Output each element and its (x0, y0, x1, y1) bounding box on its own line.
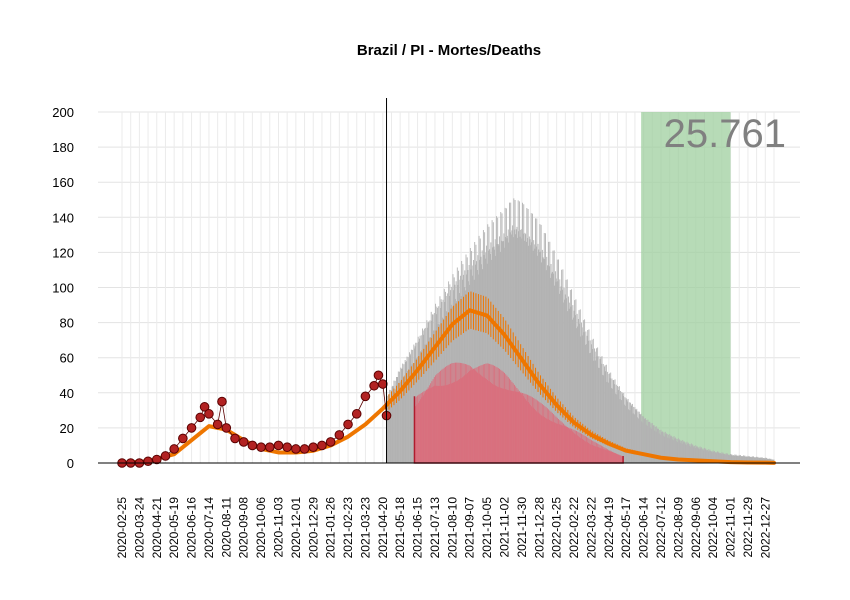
total-annotation: 25.761 (664, 112, 786, 156)
x-tick-label: 2022-07-12 (654, 497, 668, 559)
x-tick-label: 2022-05-17 (619, 497, 633, 559)
y-tick-label: 160 (52, 175, 74, 190)
x-tick-label: 2022-10-04 (706, 497, 720, 559)
x-tick-label: 2022-12-27 (758, 497, 772, 559)
x-tick-label: 2021-12-28 (532, 497, 546, 559)
observed-point (351, 409, 362, 419)
x-axis-ticks: 2020-02-25 2020-03-24 2020-04-21 2020-05-19… (115, 497, 772, 559)
y-tick-label: 40 (60, 386, 74, 401)
x-tick-label: 2020-04-21 (150, 497, 164, 559)
x-tick-label: 2022-11-29 (741, 497, 755, 558)
x-tick-label: 2021-10-05 (480, 497, 494, 559)
observed-point (308, 442, 319, 453)
observed-point (317, 440, 327, 451)
x-tick-label: 2020-05-19 (167, 497, 181, 559)
y-tick-label: 140 (52, 210, 74, 225)
observed-point (204, 409, 214, 419)
x-tick-label: 2021-05-18 (393, 497, 407, 559)
x-tick-label: 2020-11-03 (271, 497, 285, 558)
observed-point (230, 433, 240, 444)
x-tick-label: 2021-02-23 (341, 497, 355, 559)
y-tick-label: 80 (60, 316, 74, 331)
observed-point (186, 423, 197, 433)
x-tick-label: 2022-09-06 (689, 497, 703, 559)
lower-band (413, 362, 624, 464)
x-tick-label: 2021-08-10 (445, 497, 459, 559)
x-tick-label: 2021-06-15 (411, 497, 425, 559)
observed-point (195, 412, 206, 423)
x-tick-label: 2020-02-25 (115, 497, 129, 559)
observed-points (117, 370, 392, 468)
y-tick-label: 200 (52, 105, 74, 120)
chart-title: Brazil / PI - Mortes/Deaths (357, 42, 541, 59)
y-tick-label: 120 (52, 245, 74, 260)
y-tick-label: 100 (52, 281, 74, 296)
y-axis-ticks: 0 20 40 60 80 100 120 140 160 180 200 (52, 105, 74, 471)
y-tick-label: 60 (60, 351, 74, 366)
observed-point (169, 444, 179, 454)
y-tick-label: 0 (67, 456, 74, 471)
x-tick-label: 2022-04-19 (602, 497, 616, 559)
observed-point (199, 402, 210, 412)
observed-point (373, 370, 384, 381)
observed-point (360, 391, 371, 402)
observed-point (369, 380, 379, 391)
x-tick-label: 2020-03-24 (132, 497, 146, 559)
observed-point (217, 396, 227, 407)
axes (98, 98, 800, 464)
observed-point (238, 437, 249, 447)
x-tick-label: 2021-03-23 (358, 497, 372, 559)
observed-point (178, 433, 188, 444)
observed-point (212, 419, 223, 430)
x-tick-label: 2020-12-29 (306, 497, 320, 559)
observed-point (282, 442, 292, 453)
x-tick-label: 2020-10-06 (254, 497, 268, 559)
x-tick-label: 2020-07-14 (202, 497, 216, 559)
highlight-rect (641, 112, 731, 463)
x-tick-label: 2020-09-08 (237, 497, 251, 559)
x-tick-label: 2022-11-01 (724, 497, 738, 558)
observed-point (343, 419, 353, 430)
x-tick-label: 2021-11-02 (498, 497, 512, 558)
y-tick-label: 20 (60, 421, 74, 436)
x-tick-label: 2022-06-14 (637, 497, 651, 559)
observed-point (143, 456, 153, 467)
observed-point (273, 440, 284, 451)
x-tick-label: 2020-08-11 (219, 497, 233, 558)
observed-point (256, 442, 266, 453)
highlight-region (641, 112, 731, 463)
observed-point (325, 437, 336, 447)
x-tick-label: 2022-01-25 (550, 497, 564, 559)
observed-point (291, 444, 301, 454)
x-tick-label: 2021-09-07 (463, 497, 477, 559)
x-tick-label: 2021-07-13 (428, 497, 442, 559)
x-tick-label: 2020-06-16 (185, 497, 199, 559)
observed-point (299, 444, 310, 454)
x-tick-label: 2020-12-01 (289, 497, 303, 559)
x-tick-label: 2021-01-26 (324, 497, 338, 559)
observed-point (221, 423, 232, 433)
x-tick-label: 2021-11-30 (515, 497, 529, 558)
x-tick-label: 2022-03-22 (584, 497, 598, 559)
x-tick-label: 2021-04-20 (376, 497, 390, 559)
observed-point (334, 430, 345, 440)
observed-point (160, 451, 171, 461)
x-tick-label: 2022-08-09 (671, 497, 685, 559)
x-tick-label: 2022-02-22 (567, 497, 581, 559)
observed-point (151, 454, 162, 465)
observed-point (247, 440, 258, 451)
y-tick-label: 180 (52, 140, 74, 155)
observed-point (378, 379, 388, 389)
observed-point (264, 442, 275, 453)
